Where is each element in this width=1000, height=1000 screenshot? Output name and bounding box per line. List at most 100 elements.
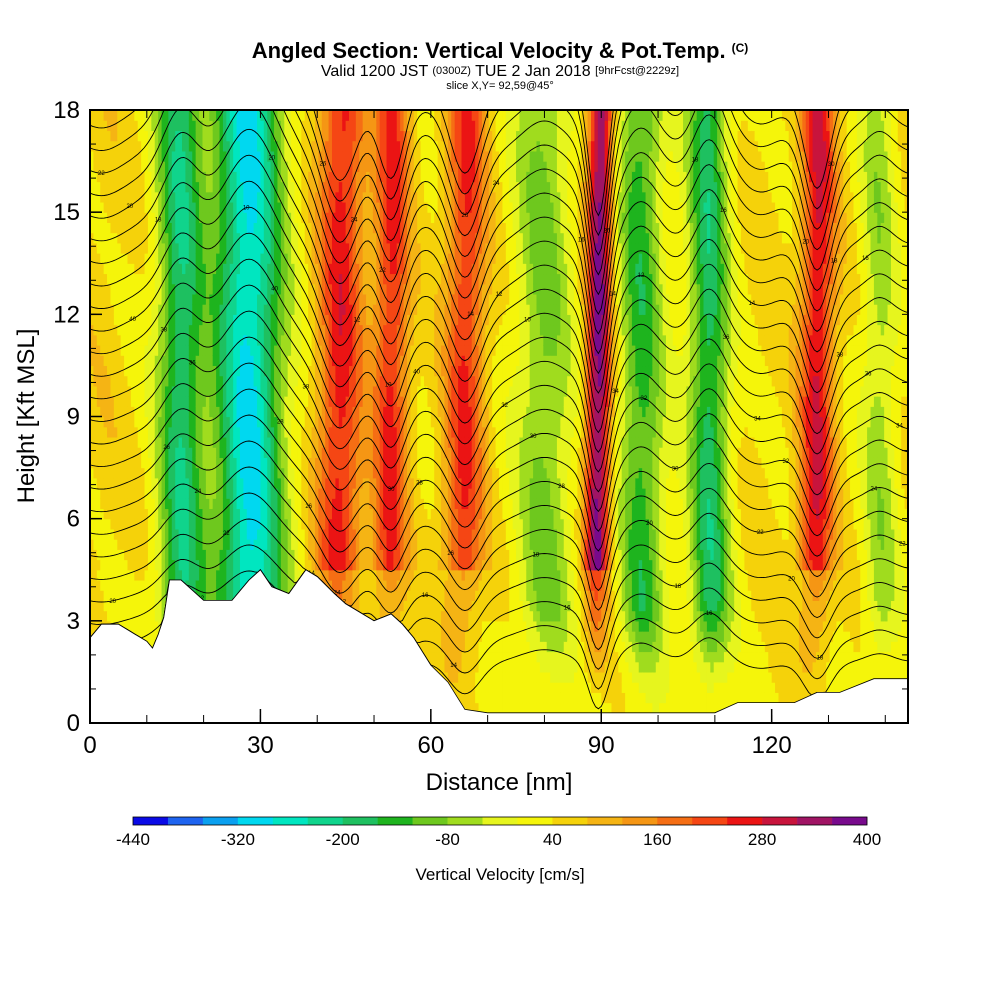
velocity-cell: [147, 273, 152, 285]
velocity-cell: [144, 426, 149, 438]
velocity-cell: [93, 171, 98, 183]
velocity-cell: [331, 488, 336, 499]
velocity-cell: [134, 539, 139, 550]
velocity-cell: [243, 263, 248, 275]
velocity-cell: [253, 457, 258, 469]
velocity-cell: [195, 120, 200, 132]
velocity-cell: [199, 375, 204, 387]
valid-time-utc: (0300Z): [432, 65, 471, 77]
velocity-cell: [192, 385, 197, 397]
velocity-cell: [175, 314, 180, 326]
velocity-cell: [205, 365, 210, 377]
velocity-cell: [233, 559, 238, 571]
velocity-cell: [304, 191, 309, 203]
velocity-cell: [134, 150, 139, 162]
velocity-cell: [308, 488, 313, 499]
velocity-cell: [199, 549, 204, 561]
velocity-cell: [270, 344, 275, 356]
velocity-cell: [304, 559, 309, 571]
velocity-cell: [304, 549, 309, 561]
velocity-cell: [209, 283, 214, 295]
velocity-cell: [226, 242, 231, 254]
velocity-cell: [144, 406, 149, 418]
velocity-cell: [96, 293, 101, 305]
velocity-cell: [216, 457, 221, 469]
velocity-cell: [222, 293, 227, 305]
velocity-cell: [335, 375, 340, 387]
velocity-cell: [103, 293, 108, 305]
velocity-cell: [338, 110, 343, 121]
velocity-cell: [253, 120, 258, 132]
velocity-cell: [294, 120, 299, 132]
velocity-cell: [355, 375, 360, 387]
velocity-cell: [151, 283, 156, 295]
velocity-cell: [103, 498, 108, 510]
velocity-cell: [233, 283, 238, 295]
velocity-cell: [267, 436, 272, 448]
velocity-cell: [205, 171, 210, 183]
velocity-cell: [192, 171, 197, 183]
velocity-cell: [212, 590, 217, 601]
velocity-cell: [304, 263, 309, 275]
velocity-cell: [270, 447, 275, 458]
velocity-cell: [280, 212, 285, 223]
velocity-cell: [301, 304, 306, 315]
velocity-cell: [141, 447, 146, 458]
velocity-cell: [219, 539, 224, 550]
velocity-cell: [226, 253, 231, 264]
velocity-cell: [280, 334, 285, 346]
velocity-cell: [93, 600, 98, 612]
velocity-cell: [355, 498, 360, 510]
velocity-cell: [103, 283, 108, 295]
velocity-cell: [134, 201, 139, 213]
velocity-cell: [93, 334, 98, 346]
velocity-cell: [141, 436, 146, 448]
velocity-cell: [212, 283, 217, 295]
velocity-cell: [328, 253, 333, 264]
velocity-cell: [355, 242, 360, 254]
velocity-cell: [171, 488, 176, 499]
velocity-cell: [239, 436, 244, 448]
velocity-cell: [107, 600, 112, 612]
velocity-cell: [137, 467, 142, 479]
velocity-cell: [144, 130, 149, 142]
velocity-cell: [325, 498, 330, 510]
velocity-cell: [362, 396, 367, 407]
velocity-cell: [239, 120, 244, 132]
velocity-cell: [318, 467, 323, 479]
velocity-cell: [287, 467, 292, 479]
velocity-cell: [93, 130, 98, 142]
velocity-cell: [182, 181, 187, 193]
velocity-cell: [96, 324, 101, 336]
velocity-cell: [257, 304, 262, 315]
velocity-cell: [291, 579, 296, 591]
velocity-cell: [349, 385, 354, 397]
velocity-cell: [318, 201, 323, 213]
velocity-cell: [280, 467, 285, 479]
velocity-cell: [113, 130, 118, 142]
velocity-cell: [277, 263, 282, 275]
velocity-cell: [308, 518, 313, 530]
velocity-cell: [164, 263, 169, 275]
velocity-cell: [366, 426, 371, 438]
velocity-cell: [127, 579, 132, 591]
velocity-cell: [130, 263, 135, 275]
velocity-cell: [342, 396, 347, 407]
velocity-cell: [335, 416, 340, 428]
velocity-cell: [233, 191, 238, 203]
velocity-cell: [130, 161, 135, 172]
velocity-cell: [151, 181, 156, 193]
velocity-cell: [182, 232, 187, 244]
velocity-cell: [226, 314, 231, 326]
velocity-cell: [236, 385, 241, 397]
velocity-cell: [182, 355, 187, 367]
velocity-cell: [209, 396, 214, 407]
velocity-cell: [93, 385, 98, 397]
velocity-cell: [311, 212, 316, 223]
velocity-cell: [117, 334, 122, 346]
velocity-cell: [137, 344, 142, 356]
velocity-cell: [195, 191, 200, 203]
velocity-cell: [335, 559, 340, 571]
velocity-cell: [103, 273, 108, 285]
velocity-cell: [263, 528, 268, 540]
